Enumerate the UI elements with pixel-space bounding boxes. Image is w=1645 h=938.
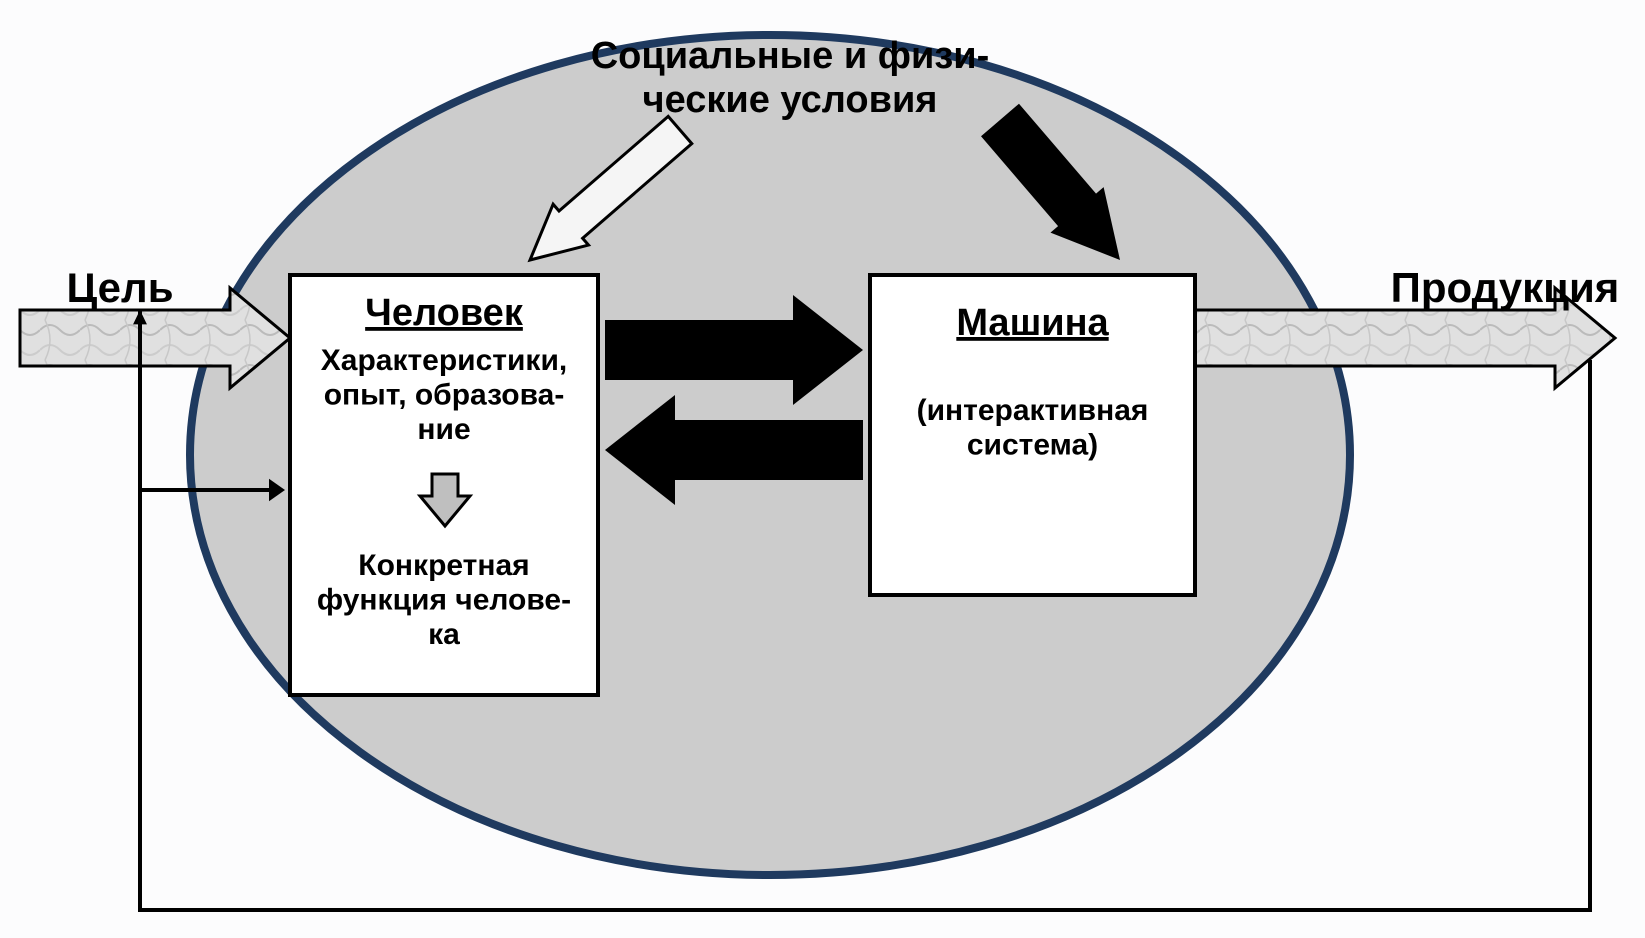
human-title: Человек <box>365 292 524 334</box>
product-label: Продукция <box>1391 264 1620 311</box>
goal-label: Цель <box>66 264 173 311</box>
machine-title: Машина <box>956 302 1109 344</box>
